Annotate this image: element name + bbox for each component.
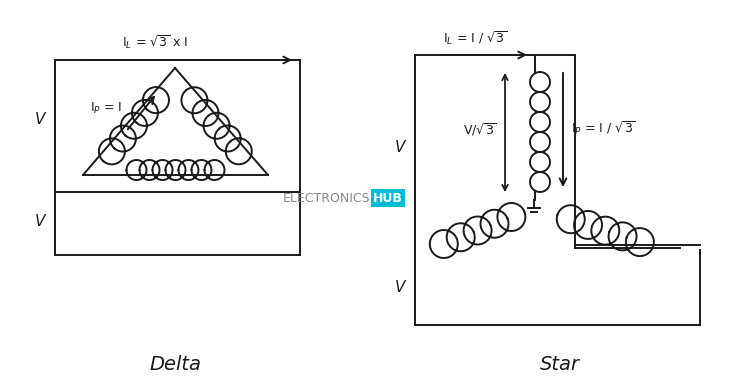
Text: V/$\sqrt{3}$: V/$\sqrt{3}$ [464,122,497,138]
Text: V: V [394,141,405,155]
Text: I$_L$ = I / $\sqrt{3}$: I$_L$ = I / $\sqrt{3}$ [442,29,507,47]
Text: HUB: HUB [373,191,403,205]
Text: Delta: Delta [149,356,201,374]
Text: Star: Star [540,356,580,374]
Text: ELECTRONICS: ELECTRONICS [282,191,370,205]
Text: V: V [34,215,45,230]
Text: V: V [34,113,45,127]
Text: I$_P$ = I: I$_P$ = I [90,100,122,116]
Text: I$_L$ = $\sqrt{3}$ x I: I$_L$ = $\sqrt{3}$ x I [122,33,188,51]
Text: I$_P$ = I / $\sqrt{3}$: I$_P$ = I / $\sqrt{3}$ [571,119,636,137]
Text: V: V [394,280,405,296]
